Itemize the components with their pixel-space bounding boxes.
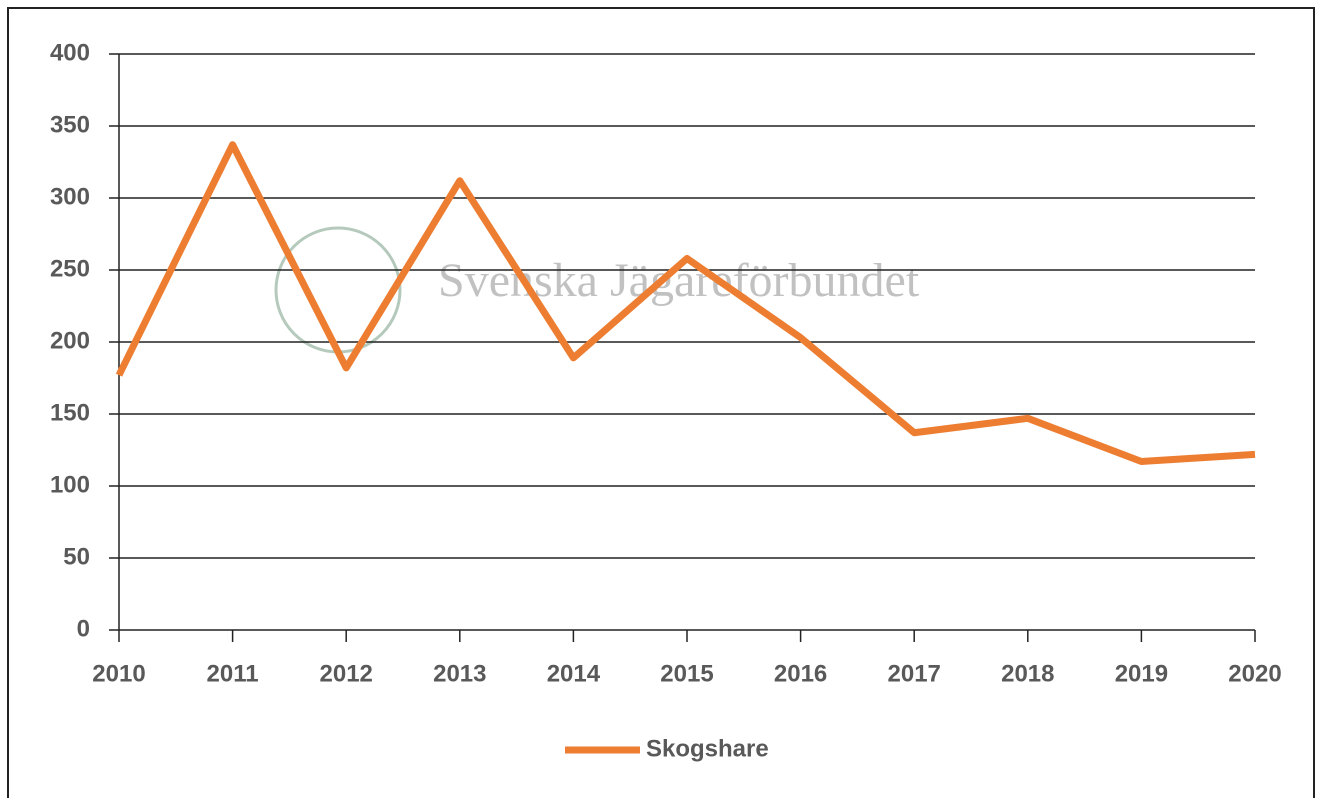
x-tick-label: 2018 — [1001, 660, 1054, 687]
x-tick-label: 2016 — [774, 660, 827, 687]
x-tick-label: 2015 — [660, 660, 713, 687]
y-tick-label: 350 — [50, 111, 90, 138]
y-tick-label: 250 — [50, 255, 90, 282]
x-tick-label: 2010 — [92, 660, 145, 687]
x-tick-label: 2014 — [547, 660, 601, 687]
x-tick-label: 2013 — [433, 660, 486, 687]
y-tick-label: 400 — [50, 39, 90, 66]
y-tick-label: 0 — [77, 615, 90, 642]
x-tick-label: 2019 — [1115, 660, 1168, 687]
legend-label: Skogshare — [646, 735, 769, 762]
y-tick-label: 150 — [50, 399, 90, 426]
series-line — [115, 141, 1256, 466]
x-tick-label: 2011 — [207, 660, 259, 687]
y-tick-label: 50 — [63, 543, 90, 570]
y-tick-label: 200 — [50, 327, 90, 354]
chart-frame — [7, 7, 1315, 798]
y-tick-label: 300 — [50, 183, 90, 210]
x-tick-label: 2012 — [320, 660, 373, 687]
y-tick-label: 100 — [50, 471, 90, 498]
x-tick-label: 2017 — [888, 660, 941, 687]
x-tick-label: 2020 — [1228, 660, 1281, 687]
